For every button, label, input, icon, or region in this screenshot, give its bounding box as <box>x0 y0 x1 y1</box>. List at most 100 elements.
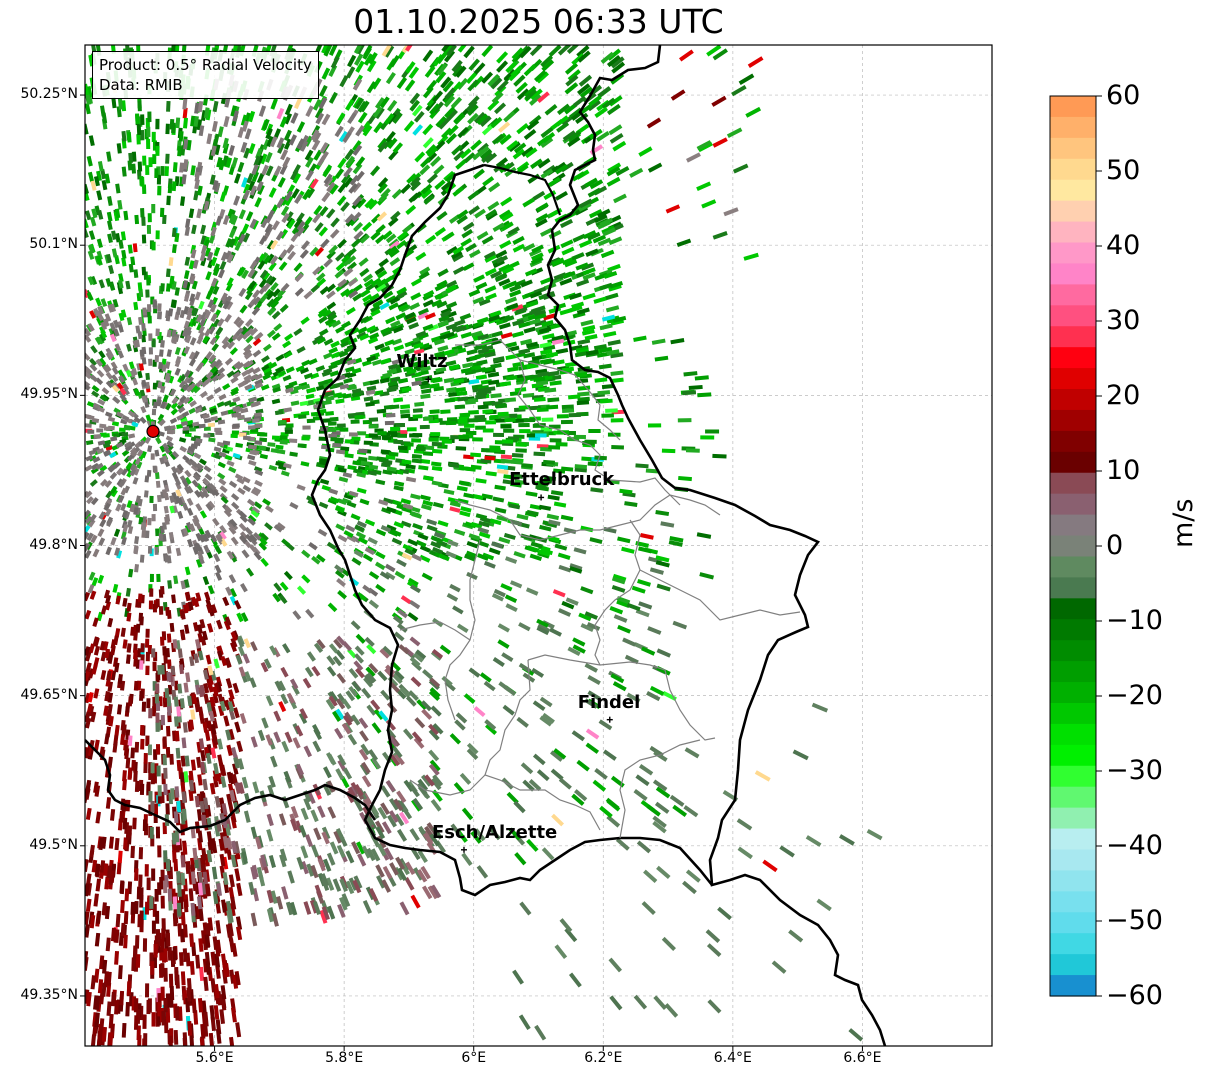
echo-cell <box>130 845 135 859</box>
echo-cell <box>205 502 214 512</box>
echo-cell <box>221 803 228 816</box>
echo-cell <box>150 453 155 460</box>
echo-cell <box>225 586 233 596</box>
echo-cell <box>318 436 328 441</box>
echo-cell <box>322 418 332 423</box>
echo-cell <box>254 836 262 850</box>
echo-cell <box>584 611 598 620</box>
echo-cell <box>662 690 677 702</box>
echo-cell <box>297 443 307 449</box>
echo-cell <box>168 531 175 540</box>
echo-cell <box>164 426 172 432</box>
echo-cell <box>376 278 387 288</box>
echo-cell <box>277 680 286 692</box>
echo-cell <box>125 1002 130 1017</box>
echo-cell <box>203 797 209 810</box>
echo-cell <box>208 437 216 443</box>
echo-cell <box>166 696 172 707</box>
echo-cell <box>569 344 583 352</box>
echo-cell <box>543 190 557 201</box>
echo-cell <box>606 103 621 116</box>
echo-cell <box>104 648 111 659</box>
echo-cell <box>216 441 225 447</box>
echo-cell <box>184 524 192 533</box>
echo-cell <box>245 211 254 222</box>
echo-cell <box>85 83 90 96</box>
echo-cell <box>182 454 190 463</box>
echo-cell <box>652 779 668 792</box>
echo-cell <box>468 667 481 678</box>
echo-cell <box>117 350 125 359</box>
echo-cell <box>242 183 251 195</box>
echo-cell <box>125 369 132 378</box>
echo-cell <box>182 383 190 392</box>
echo-cell <box>404 340 416 348</box>
echo-cell <box>96 238 103 249</box>
echo-cell <box>192 259 199 269</box>
echo-cell <box>270 890 278 904</box>
echo-cell <box>97 305 105 315</box>
echo-cell <box>345 690 356 702</box>
echo-cell <box>580 586 594 595</box>
echo-cell <box>209 533 218 543</box>
echo-cell <box>266 889 274 904</box>
echo-cell <box>205 960 211 975</box>
echo-cell <box>249 677 257 688</box>
echo-cell <box>483 250 496 260</box>
echo-cell <box>335 398 345 404</box>
echo-cell <box>376 875 386 889</box>
echo-cell <box>159 876 164 890</box>
echo-cell <box>352 460 362 466</box>
echo-cell <box>193 190 199 201</box>
echo-cell <box>346 247 357 258</box>
echo-cell <box>139 894 144 908</box>
echo-cell <box>318 328 329 337</box>
echo-cell <box>147 445 153 453</box>
echo-cell <box>118 239 124 249</box>
echo-cell <box>330 437 340 442</box>
echo-cell <box>305 170 314 181</box>
echo-cell <box>203 433 211 438</box>
echo-cell <box>269 239 279 250</box>
echo-cell <box>238 432 247 437</box>
echo-cell <box>455 386 467 393</box>
echo-cell <box>248 396 258 403</box>
echo-cell <box>428 437 439 442</box>
echo-cell <box>440 310 452 318</box>
echo-cell <box>161 364 167 372</box>
echo-cell <box>406 173 417 184</box>
echo-cell <box>237 487 246 495</box>
echo-cell <box>227 701 235 712</box>
echo-cell <box>110 485 118 494</box>
echo-cell <box>367 199 379 210</box>
echo-cell <box>411 104 423 117</box>
echo-cell <box>206 702 213 713</box>
echo-cell <box>490 116 503 129</box>
echo-cell <box>162 736 167 748</box>
echo-cell <box>606 815 621 828</box>
echo-cell <box>669 535 684 543</box>
echo-cell <box>279 581 289 591</box>
echo-cell <box>633 789 648 802</box>
echo-cell <box>601 314 616 322</box>
echo-cell <box>304 666 314 678</box>
echo-cell <box>96 428 104 433</box>
echo-cell <box>171 329 177 338</box>
echo-cell <box>123 837 128 850</box>
echo-cell <box>163 783 168 796</box>
echo-cell <box>194 638 201 649</box>
echo-cell <box>207 682 214 693</box>
echo-cell <box>95 255 103 266</box>
echo-cell <box>207 299 215 309</box>
echo-cell <box>85 352 91 361</box>
echo-cell <box>533 69 547 82</box>
echo-cell <box>122 597 128 607</box>
echo-cell <box>586 621 601 631</box>
echo-cell <box>578 612 592 622</box>
echo-cell <box>370 699 381 711</box>
echo-cell <box>138 288 144 298</box>
echo-cell <box>284 333 294 342</box>
echo-cell <box>139 389 146 397</box>
echo-cell <box>510 519 523 527</box>
echo-cell <box>114 343 122 352</box>
